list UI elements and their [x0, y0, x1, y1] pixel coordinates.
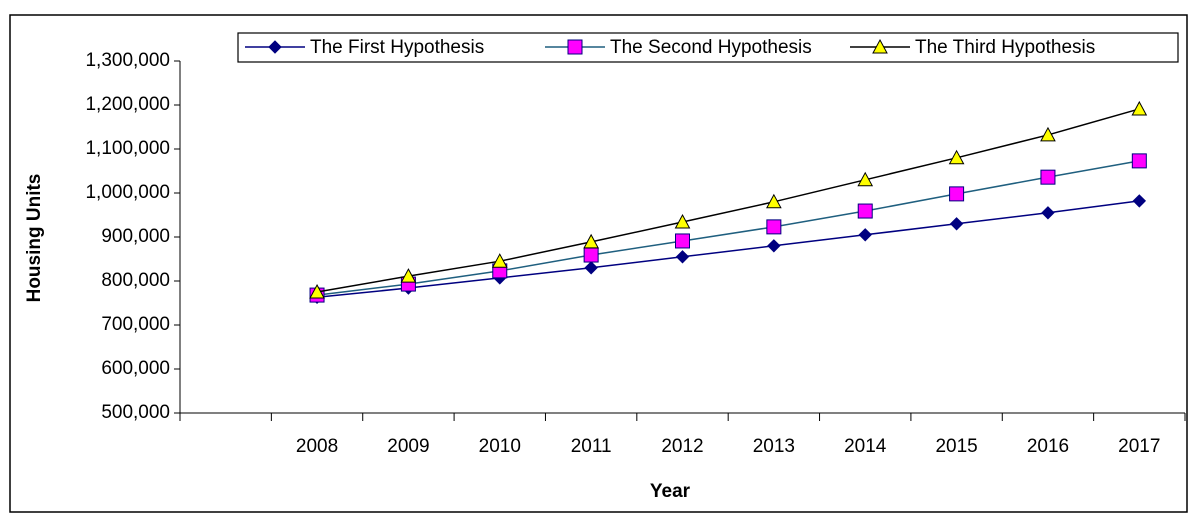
series-line [316, 160, 1140, 296]
marker [857, 171, 874, 187]
y-tick-label: 700,000 [101, 314, 170, 335]
legend-box [237, 32, 1179, 63]
marker [1041, 206, 1055, 220]
y-tick-label: 1,000,000 [85, 182, 170, 203]
y-tick-label: 1,200,000 [85, 94, 170, 115]
x-tick-label: 2016 [1027, 436, 1069, 457]
legend-label: The Third Hypothesis [915, 37, 1095, 58]
x-tick-label: 2011 [571, 436, 612, 457]
y-tick-label: 1,300,000 [85, 50, 170, 71]
y-tick-label: 500,000 [101, 402, 170, 423]
x-tick-label: 2017 [1118, 436, 1160, 457]
marker [1132, 194, 1147, 208]
marker [766, 193, 782, 209]
x-tick-label: 2014 [844, 436, 887, 457]
marker [1131, 100, 1148, 116]
marker [400, 268, 417, 283]
marker [766, 219, 782, 235]
marker [949, 186, 965, 202]
marker [949, 217, 964, 231]
series-line [316, 200, 1140, 299]
y-tick-label: 800,000 [101, 270, 170, 291]
x-tick-label: 2008 [296, 436, 338, 457]
marker [948, 149, 965, 165]
marker [268, 40, 282, 54]
marker [767, 239, 781, 253]
y-tick-label: 600,000 [101, 358, 170, 379]
marker [583, 247, 599, 263]
marker [491, 253, 508, 268]
marker [674, 213, 691, 229]
marker [1131, 153, 1147, 169]
legend-label: The Second Hypothesis [610, 37, 812, 58]
x-tick-label: 2009 [387, 436, 429, 457]
marker [309, 283, 325, 299]
chart-frame [9, 14, 1188, 513]
marker [583, 233, 599, 249]
y-tick-label: 900,000 [101, 226, 170, 247]
marker [858, 228, 872, 242]
marker [872, 38, 888, 54]
marker [584, 261, 598, 275]
series-line [316, 108, 1140, 293]
x-tick-label: 2010 [479, 436, 521, 457]
x-tick-label: 2015 [935, 436, 977, 457]
marker [1040, 169, 1056, 185]
marker [1040, 126, 1056, 142]
marker [675, 233, 690, 249]
x-axis-label: Year [650, 481, 691, 502]
x-tick-label: 2012 [661, 436, 703, 457]
y-tick-label: 1,100,000 [85, 138, 170, 159]
legend-label: The First Hypothesis [310, 37, 484, 58]
marker [675, 250, 690, 264]
marker [857, 203, 873, 219]
x-tick-label: 2013 [753, 436, 795, 457]
y-axis-label: Housing Units [24, 174, 45, 303]
marker [567, 39, 583, 55]
